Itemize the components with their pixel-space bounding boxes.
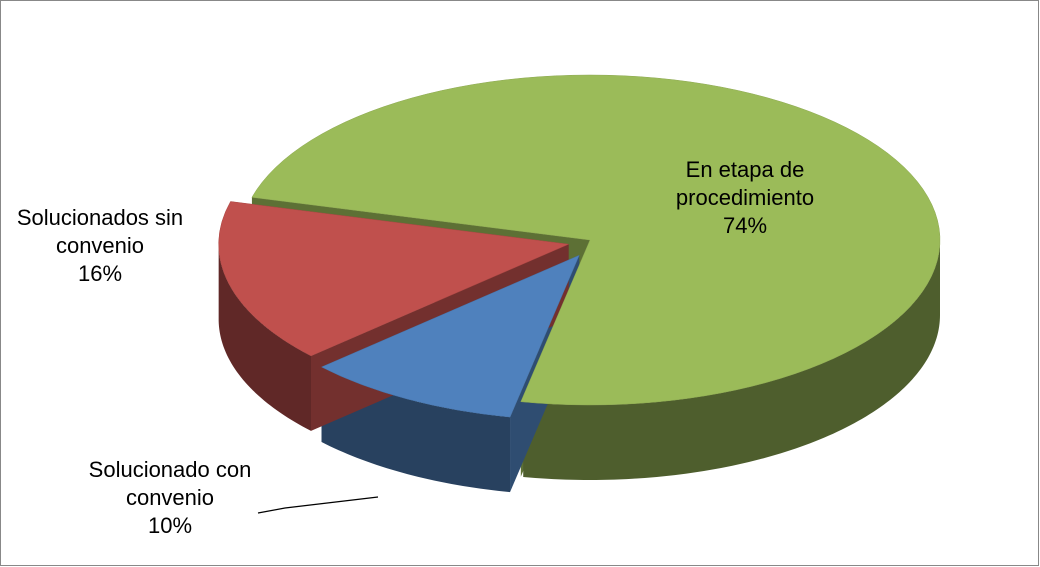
category-label: En etapa de procedimiento — [675, 157, 815, 210]
value-label: 16% — [77, 261, 123, 286]
leader-line — [257, 496, 379, 514]
slice-label: Solucionado con convenio 10% — [70, 456, 270, 540]
slice — [320, 254, 580, 418]
value-label: 10% — [147, 513, 193, 538]
category-label: Solucionados sin convenio — [16, 205, 184, 258]
value-label: 74% — [722, 213, 768, 238]
slice — [218, 201, 570, 357]
slice-label: Solucionados sin convenio 16% — [5, 204, 195, 288]
slice-side — [218, 245, 312, 431]
slice — [251, 74, 941, 406]
pie — [218, 74, 941, 493]
slice-label: En etapa de procedimiento 74% — [640, 156, 850, 240]
category-label: Solucionado con convenio — [88, 457, 252, 510]
slice-side — [523, 240, 940, 480]
